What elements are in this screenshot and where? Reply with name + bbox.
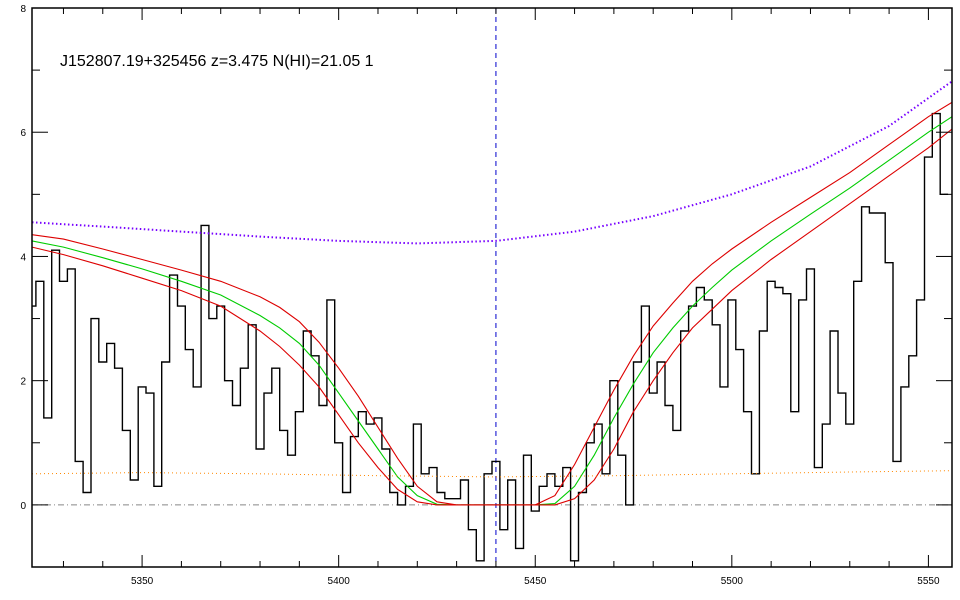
x-tick-label: 5550 [917,576,940,587]
series-continuum [32,80,952,245]
plot-area [32,8,952,567]
axes: 5350 5400 5450 5500 5550 0 2 4 6 8 [20,4,953,587]
y-tick-label: 0 [20,501,26,512]
series-flux [32,112,949,562]
x-tick-label: 5400 [328,576,351,587]
chart-title: J152807.19+325456 z=3.475 N(HI)=21.05 1 [60,53,374,70]
x-tick-label: 5500 [721,576,744,587]
x-tick-label: 5350 [131,576,154,587]
series-fit-lower [32,128,952,506]
y-tick-label: 2 [20,377,26,388]
plot-frame [31,7,953,568]
y-tick-label: 6 [20,128,26,139]
plot-content [32,8,952,567]
y-tick-label: 4 [20,252,26,263]
x-tick-label: 5450 [524,576,547,587]
y-tick-label: 8 [20,4,26,15]
